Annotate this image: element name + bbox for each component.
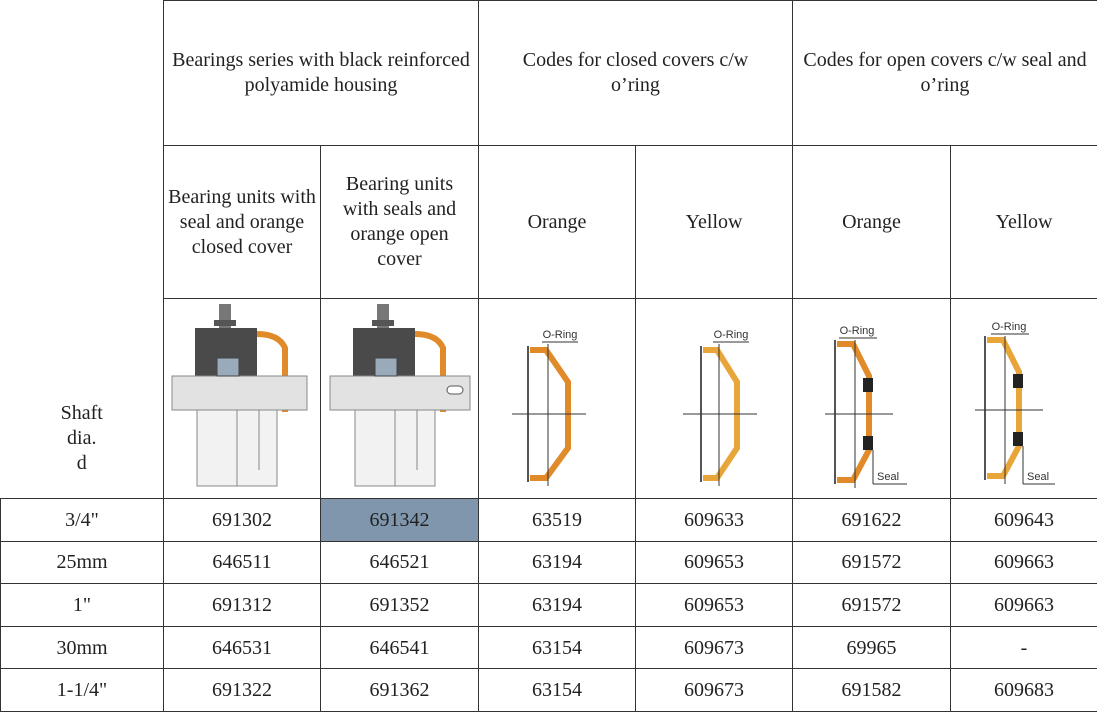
shaft-label-line: d — [1, 451, 164, 476]
group-header: Codes for closed covers c/w o’ring — [479, 1, 793, 146]
code-cell: 691572 — [793, 584, 951, 627]
code-cell: 691362 — [321, 669, 479, 712]
code-cell: 609633 — [636, 499, 793, 542]
closed-cover-drawing: O-Ring — [482, 300, 632, 490]
code-cell: 646541 — [321, 626, 479, 669]
code-cell: 691352 — [321, 584, 479, 627]
code-cell: 609643 — [951, 499, 1097, 542]
shaft-label-line: Shaft — [1, 401, 164, 426]
code-cell: 691572 — [793, 541, 951, 584]
code-cell: 63154 — [479, 626, 636, 669]
code-cell: 691622 — [793, 499, 951, 542]
shaft-size: 1-1/4" — [1, 669, 164, 712]
shaft-size: 30mm — [1, 626, 164, 669]
seal-label: Seal — [877, 471, 899, 483]
code-cell: 63154 — [479, 669, 636, 712]
subheader-row: Bearing units with seal and orange close… — [1, 146, 1097, 299]
code-cell: 691302 — [164, 499, 321, 542]
oring-label: O-Ring — [992, 321, 1027, 333]
shaft-size: 1" — [1, 584, 164, 627]
image-cell: O-Ring — [479, 299, 636, 499]
sub-header: Bearing units with seal and orange close… — [164, 146, 321, 299]
code-cell: 691312 — [164, 584, 321, 627]
image-cell — [164, 299, 321, 499]
image-cell: O-Ring — [636, 299, 793, 499]
empty-cell — [1, 1, 164, 146]
header-row: Bearings series with black reinforced po… — [1, 1, 1097, 146]
sub-header: Orange — [479, 146, 636, 299]
bearing-closed-drawing — [167, 300, 317, 490]
sub-header: Bearing units with seals and orange open… — [321, 146, 479, 299]
empty-cell — [1, 146, 164, 299]
sub-header: Orange — [793, 146, 951, 299]
code-cell: 63519 — [479, 499, 636, 542]
oring-label: O-Ring — [543, 329, 578, 341]
group-header: Codes for open covers c/w seal and o’rin… — [793, 1, 1097, 146]
closed-cover-drawing: O-Ring — [639, 300, 789, 490]
code-cell: 69965 — [793, 626, 951, 669]
oring-label: O-Ring — [714, 329, 749, 341]
code-cell: 609673 — [636, 626, 793, 669]
shaft-size: 3/4" — [1, 499, 164, 542]
code-cell: 646521 — [321, 541, 479, 584]
seal-label: Seal — [1027, 471, 1049, 483]
open-cover-drawing: O-Ring Seal — [797, 300, 947, 490]
code-cell: 63194 — [479, 541, 636, 584]
code-cell: 63194 — [479, 584, 636, 627]
oring-label: O-Ring — [839, 325, 874, 337]
code-cell: 691322 — [164, 669, 321, 712]
code-cell: 691342 — [321, 499, 479, 542]
image-cell: O-Ring Seal — [951, 299, 1097, 499]
group-header: Bearings series with black reinforced po… — [164, 1, 479, 146]
code-cell: 609663 — [951, 541, 1097, 584]
image-cell: O-Ring Seal — [793, 299, 951, 499]
sub-header: Yellow — [951, 146, 1097, 299]
code-cell: - — [951, 626, 1097, 669]
open-cover-drawing: O-Ring Seal — [951, 300, 1097, 490]
image-cell — [321, 299, 479, 499]
sub-header: Yellow — [636, 146, 793, 299]
code-cell: 609653 — [636, 584, 793, 627]
code-cell: 609683 — [951, 669, 1097, 712]
code-cell: 691582 — [793, 669, 951, 712]
image-row: Shaft dia. d O-Ring — [1, 299, 1097, 499]
shaft-label-line: dia. — [1, 426, 164, 451]
bearing-open-drawing — [325, 300, 475, 490]
shaft-size: 25mm — [1, 541, 164, 584]
code-cell: 646511 — [164, 541, 321, 584]
code-cell: 646531 — [164, 626, 321, 669]
code-cell: 609653 — [636, 541, 793, 584]
shaft-label: Shaft dia. d — [1, 299, 164, 499]
code-cell: 609673 — [636, 669, 793, 712]
code-cell: 609663 — [951, 584, 1097, 627]
